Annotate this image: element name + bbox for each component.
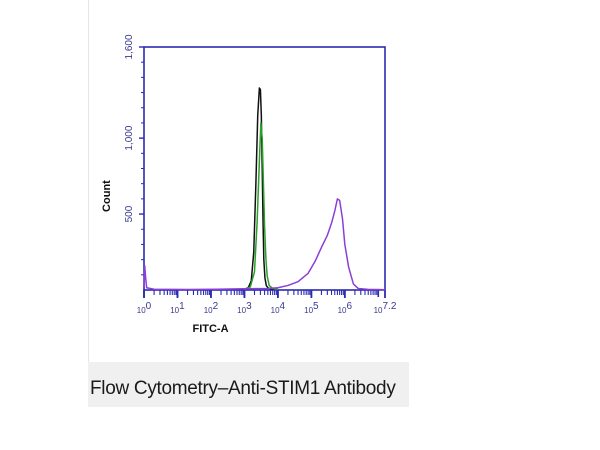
x-tick-label: 101: [170, 301, 185, 315]
histogram-series-3: [143, 198, 386, 291]
y-tick-label: 500: [124, 205, 135, 222]
x-tick-label: 100: [137, 301, 152, 315]
x-tick-label: 105: [304, 301, 319, 315]
x-tick-label-base: 10: [338, 306, 347, 315]
x-tick-label-base: 10: [170, 306, 179, 315]
x-tick-label-exponent: 5: [313, 301, 319, 312]
x-tick-label: 107.2: [374, 301, 397, 315]
x-tick-label-base: 10: [237, 306, 246, 315]
x-tick-label-base: 10: [374, 306, 383, 315]
x-tick-label: 106: [338, 301, 353, 315]
plot-area-frame: [143, 46, 386, 291]
x-tick-label: 103: [237, 301, 252, 315]
x-tick-label-exponent: 3: [246, 301, 252, 312]
x-tick-label-base: 10: [271, 306, 280, 315]
x-tick-label-exponent: 2: [213, 301, 219, 312]
figure-caption: Flow Cytometry–Anti-STIM1 Antibody: [90, 378, 396, 399]
x-tick-label: 102: [204, 301, 219, 315]
x-tick-label-exponent: 4: [280, 301, 286, 312]
y-tick-label: 1,600: [124, 34, 135, 59]
x-tick-label-exponent: 7.2: [383, 301, 397, 312]
x-tick-label-exponent: 1: [179, 301, 185, 312]
caption-bar: [88, 362, 409, 407]
x-tick-label-exponent: 6: [347, 301, 353, 312]
x-tick-label-base: 10: [137, 306, 146, 315]
histogram-series-1: [244, 87, 275, 291]
x-tick-label-exponent: 0: [146, 301, 152, 312]
y-tick-label: 1,000: [124, 125, 135, 150]
x-axis-label: FITC-A: [192, 323, 228, 335]
x-tick-label-base: 10: [204, 306, 213, 315]
y-axis-label: Count: [101, 180, 113, 212]
x-tick-label: 104: [271, 301, 286, 315]
figure-frame: [88, 0, 410, 362]
x-tick-label-base: 10: [304, 306, 313, 315]
histogram-series-2: [244, 122, 279, 291]
